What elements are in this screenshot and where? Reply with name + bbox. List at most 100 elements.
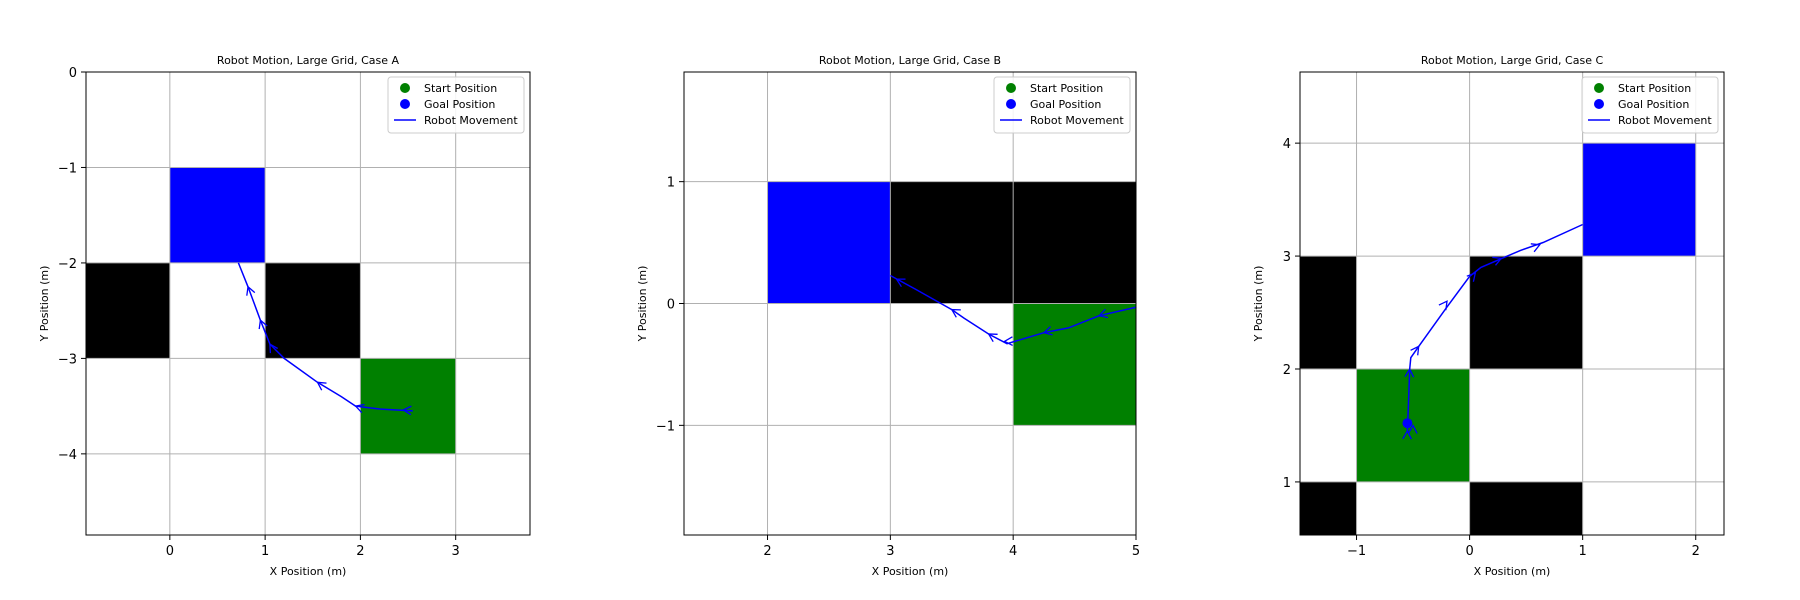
x-tick-label: −1 bbox=[1347, 544, 1366, 559]
path-arrow bbox=[1402, 429, 1412, 440]
legend-label: Goal Position bbox=[424, 98, 495, 111]
plot-content bbox=[86, 72, 530, 535]
path-arrow bbox=[1492, 256, 1503, 266]
path-arrow bbox=[987, 333, 998, 343]
path-arrow bbox=[895, 278, 906, 288]
x-tick-label: 2 bbox=[763, 544, 771, 559]
legend-label: Robot Movement bbox=[1618, 114, 1712, 127]
chart-panel-2: −1 0 1 2 4 3 2 1 Robot Motion, Large Grid, Case … bbox=[1252, 54, 1725, 578]
x-tick-label: 5 bbox=[1132, 544, 1140, 559]
obstacle-cell bbox=[86, 262, 170, 359]
y-tick-label: 1 bbox=[1283, 476, 1291, 491]
start-cell bbox=[360, 358, 456, 454]
path-arrow bbox=[1466, 271, 1477, 282]
obstacle-cell bbox=[1300, 481, 1357, 535]
obstacle-cell bbox=[265, 262, 361, 359]
x-tick-label: 3 bbox=[452, 544, 460, 559]
legend-label: Robot Movement bbox=[424, 114, 518, 127]
legend-box bbox=[1581, 76, 1719, 134]
obstacle-cell bbox=[890, 181, 1014, 304]
robot-path-line bbox=[1406, 223, 1584, 432]
legend-dot-swatch bbox=[400, 99, 410, 109]
start-cell bbox=[1013, 303, 1136, 426]
path-arrow bbox=[1407, 424, 1418, 434]
axes-frame bbox=[1299, 71, 1725, 536]
y-tick-label: −4 bbox=[58, 448, 77, 463]
path-arrow bbox=[354, 403, 365, 414]
legend-dot-swatch bbox=[1006, 83, 1016, 93]
robot-path-line bbox=[889, 274, 1136, 345]
path-arrow bbox=[246, 285, 256, 296]
y-tick-label: 3 bbox=[1283, 250, 1291, 265]
goal-cell bbox=[767, 181, 891, 304]
x-tick-label: 0 bbox=[1465, 544, 1473, 559]
obstacle-cell bbox=[1469, 481, 1583, 535]
legend-label: Start Position bbox=[1030, 82, 1103, 95]
x-tick-label: 2 bbox=[356, 544, 364, 559]
legend-label: Goal Position bbox=[1030, 98, 1101, 111]
legend: Start Position Goal Position Robot Movemen… bbox=[387, 76, 525, 134]
path-arrow bbox=[1438, 300, 1448, 311]
chart-title: Robot Motion, Large Grid, Case A bbox=[217, 54, 400, 67]
x-tick-label: 4 bbox=[1009, 544, 1017, 559]
legend: Start Position Goal Position Robot Movemen… bbox=[993, 76, 1131, 134]
legend-label: Start Position bbox=[1618, 82, 1691, 95]
path-arrow bbox=[1404, 367, 1415, 378]
path-arrow bbox=[316, 381, 327, 391]
legend-box bbox=[993, 76, 1131, 134]
path-arrow bbox=[1003, 336, 1013, 346]
robot-path-line bbox=[237, 262, 413, 412]
chart-panel-0: 0 1 2 3 0 −1 −2 −3 −4 Robot Motion, Large Grid, C… bbox=[38, 54, 531, 578]
path-arrow bbox=[1042, 326, 1053, 336]
x-tick-label: 3 bbox=[886, 544, 894, 559]
plot-content bbox=[684, 72, 1136, 535]
y-tick-label: 2 bbox=[1283, 363, 1291, 378]
path-arrow bbox=[950, 308, 961, 318]
x-tick-label: 1 bbox=[1579, 544, 1587, 559]
y-tick-label: −2 bbox=[58, 257, 77, 272]
path-arrow bbox=[1530, 243, 1541, 253]
goal-cell bbox=[169, 167, 266, 263]
legend-label: Robot Movement bbox=[1030, 114, 1124, 127]
path-arrow bbox=[401, 405, 412, 416]
goal-marker bbox=[1402, 418, 1413, 429]
path-arrow bbox=[258, 318, 268, 330]
legend-dot-swatch bbox=[1594, 99, 1604, 109]
legend-dot-swatch bbox=[1594, 83, 1604, 93]
goal-cell bbox=[1582, 143, 1696, 257]
legend-box bbox=[387, 76, 525, 134]
y-tick-label: 4 bbox=[1283, 137, 1291, 152]
legend: Start Position Goal Position Robot Movemen… bbox=[1581, 76, 1719, 134]
legend-dot-swatch bbox=[400, 83, 410, 93]
path-arrow bbox=[1097, 308, 1109, 319]
x-axis-label: X Position (m) bbox=[872, 565, 949, 578]
y-tick-label: 0 bbox=[667, 298, 675, 313]
y-tick-label: −1 bbox=[656, 419, 675, 434]
x-axis-label: X Position (m) bbox=[1474, 565, 1551, 578]
legend-label: Start Position bbox=[424, 82, 497, 95]
y-tick-label: 0 bbox=[69, 66, 77, 81]
legend-dot-swatch bbox=[1006, 99, 1016, 109]
obstacle-cell bbox=[1300, 256, 1357, 369]
chart-title: Robot Motion, Large Grid, Case B bbox=[819, 54, 1001, 67]
obstacle-cell bbox=[1013, 181, 1136, 304]
obstacle-cell bbox=[1469, 256, 1583, 369]
x-tick-label: 2 bbox=[1692, 544, 1700, 559]
y-axis-label: Y Position (m) bbox=[38, 266, 51, 343]
y-axis-label: Y Position (m) bbox=[1252, 266, 1265, 343]
chart-title: Robot Motion, Large Grid, Case C bbox=[1421, 54, 1604, 67]
plot-content bbox=[1300, 72, 1724, 535]
y-tick-label: 1 bbox=[667, 176, 675, 191]
legend-label: Goal Position bbox=[1618, 98, 1689, 111]
x-tick-label: 0 bbox=[166, 544, 174, 559]
chart-panel-1: 2 3 4 5 1 0 −1 Robot Motion, Large Grid, Case B… bbox=[636, 54, 1140, 578]
path-arrow bbox=[269, 342, 279, 354]
y-tick-label: −1 bbox=[58, 161, 77, 176]
axes-frame bbox=[85, 71, 531, 536]
path-arrow bbox=[1410, 345, 1420, 356]
y-axis-label: Y Position (m) bbox=[636, 266, 649, 343]
x-axis-label: X Position (m) bbox=[270, 565, 347, 578]
y-tick-label: −3 bbox=[58, 352, 77, 367]
x-tick-label: 1 bbox=[261, 544, 269, 559]
